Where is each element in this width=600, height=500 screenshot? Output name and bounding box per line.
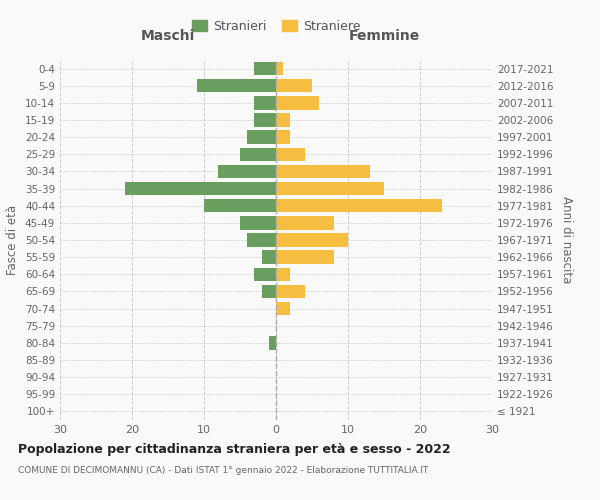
Bar bbox=[276, 114, 290, 126]
Bar bbox=[218, 164, 276, 178]
Bar bbox=[276, 62, 283, 76]
Bar bbox=[276, 148, 305, 161]
Bar bbox=[247, 130, 276, 144]
Bar bbox=[276, 130, 290, 144]
Bar bbox=[276, 250, 334, 264]
Legend: Stranieri, Straniere: Stranieri, Straniere bbox=[188, 16, 364, 36]
Bar bbox=[240, 216, 276, 230]
Bar bbox=[276, 79, 312, 92]
Y-axis label: Anni di nascita: Anni di nascita bbox=[560, 196, 573, 284]
Bar bbox=[254, 62, 276, 76]
Bar bbox=[204, 199, 276, 212]
Bar bbox=[276, 234, 348, 246]
Bar bbox=[276, 96, 319, 110]
Bar bbox=[197, 79, 276, 92]
Text: COMUNE DI DECIMOMANNU (CA) - Dati ISTAT 1° gennaio 2022 - Elaborazione TUTTITALI: COMUNE DI DECIMOMANNU (CA) - Dati ISTAT … bbox=[18, 466, 428, 475]
Bar bbox=[262, 284, 276, 298]
Bar bbox=[276, 284, 305, 298]
Bar bbox=[125, 182, 276, 196]
Bar bbox=[254, 114, 276, 126]
Text: Popolazione per cittadinanza straniera per età e sesso - 2022: Popolazione per cittadinanza straniera p… bbox=[18, 442, 451, 456]
Bar bbox=[254, 96, 276, 110]
Bar bbox=[276, 268, 290, 281]
Bar bbox=[276, 199, 442, 212]
Bar bbox=[269, 336, 276, 349]
Bar bbox=[254, 268, 276, 281]
Bar bbox=[276, 216, 334, 230]
Text: Maschi: Maschi bbox=[141, 28, 195, 42]
Bar bbox=[247, 234, 276, 246]
Y-axis label: Fasce di età: Fasce di età bbox=[7, 205, 19, 275]
Text: Femmine: Femmine bbox=[349, 28, 419, 42]
Bar bbox=[276, 302, 290, 316]
Bar bbox=[276, 182, 384, 196]
Bar bbox=[262, 250, 276, 264]
Bar bbox=[276, 164, 370, 178]
Bar bbox=[240, 148, 276, 161]
